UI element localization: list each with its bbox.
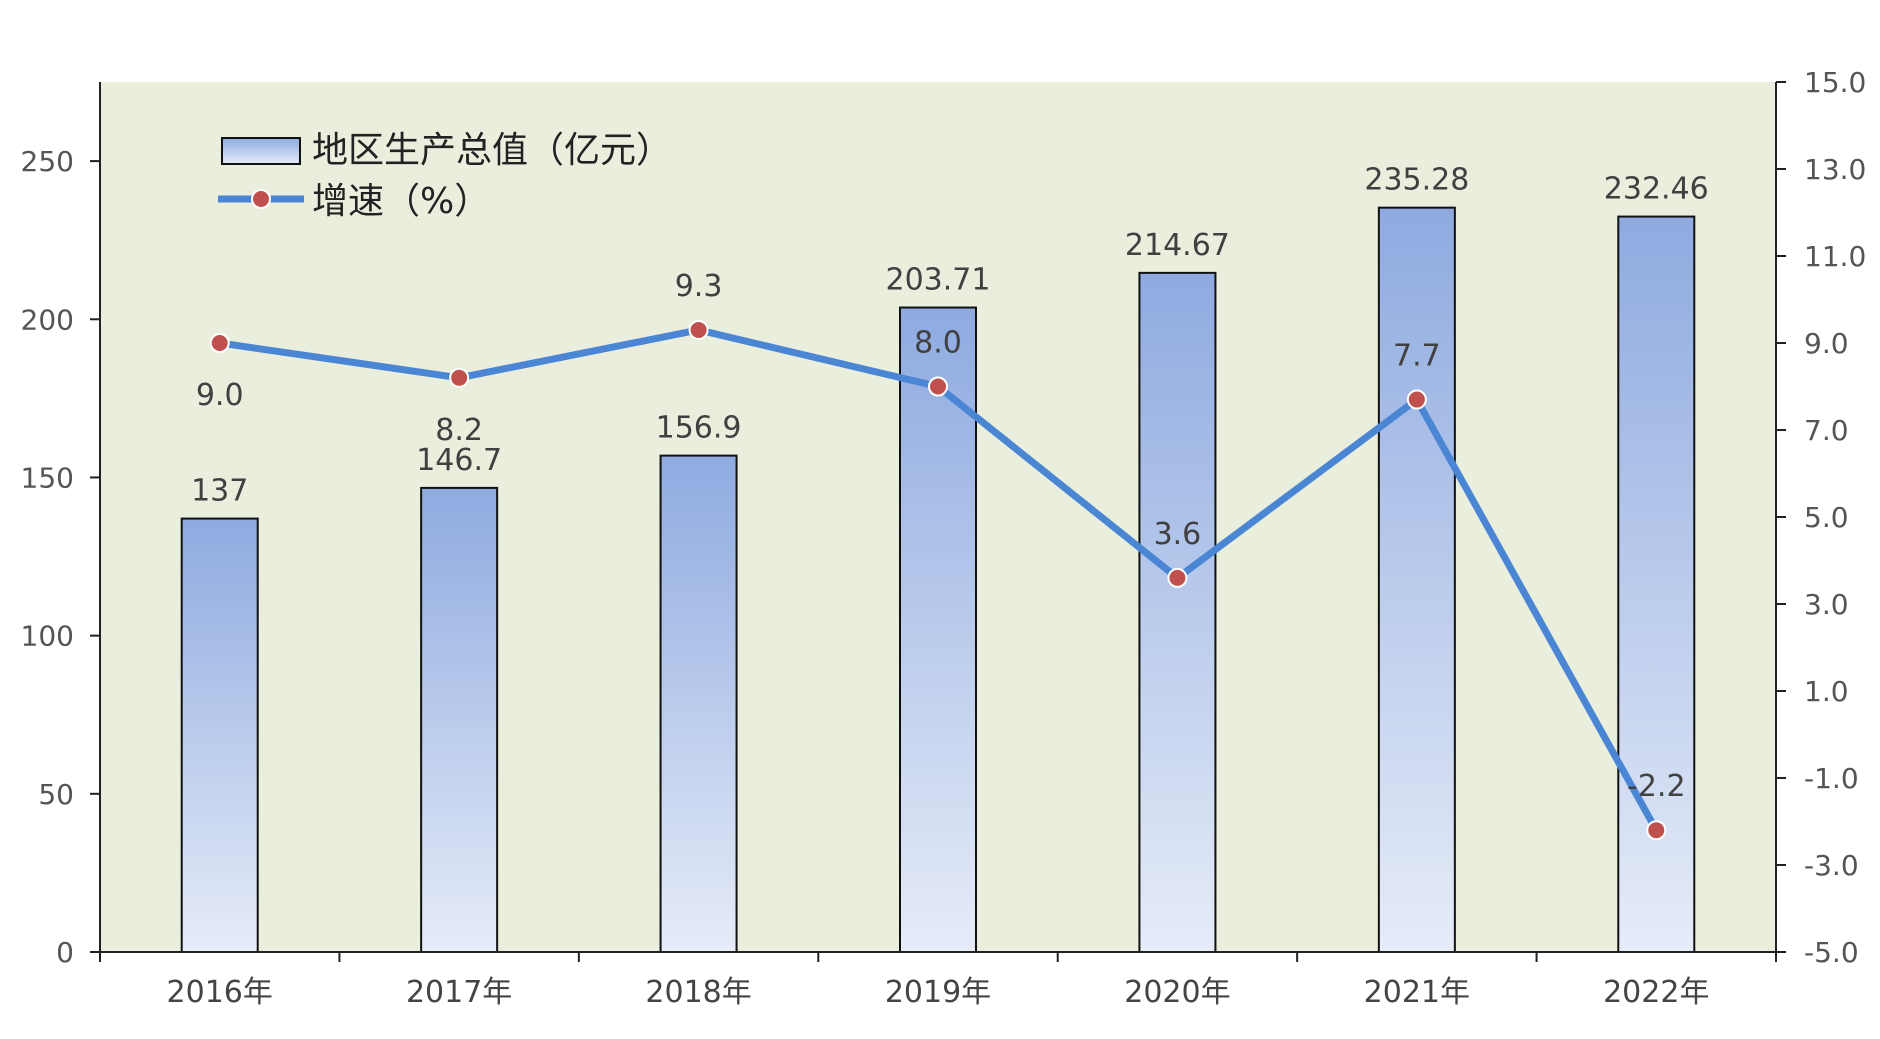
legend: 地区生产总值（亿元） 增速（%） xyxy=(218,130,672,222)
bar-data-label: 146.7 xyxy=(416,443,502,478)
bar-data-label: 156.9 xyxy=(656,411,742,446)
legend-line-marker xyxy=(251,189,271,209)
legend-line-label: 增速（%） xyxy=(312,181,490,222)
right-tick-label: 13.0 xyxy=(1804,153,1866,186)
right-tick-label: 1.0 xyxy=(1804,675,1849,708)
growth-marker xyxy=(1406,389,1427,410)
growth-marker xyxy=(1646,820,1667,841)
bar xyxy=(1377,206,1456,954)
right-tick-label: -5.0 xyxy=(1804,936,1859,969)
legend-bar-swatch xyxy=(221,137,301,165)
bar xyxy=(1617,215,1696,953)
growth-marker xyxy=(209,333,230,353)
bar-data-label: 235.28 xyxy=(1364,163,1469,198)
x-tick-label: 2016年 xyxy=(167,975,273,1010)
left-tick-label: 100 xyxy=(21,620,74,653)
growth-data-label: 7.7 xyxy=(1393,339,1441,374)
labels-layer: 137 146.7 156.9 203.71 214.67 235.28 232.46 9.0… xyxy=(191,163,1709,805)
growth-data-label: 9.3 xyxy=(675,269,723,304)
growth-data-label: 8.0 xyxy=(914,326,962,361)
x-tick-label: 2021年 xyxy=(1364,975,1470,1010)
growth-marker xyxy=(688,319,709,340)
x-tick-label: 2018年 xyxy=(645,975,751,1010)
right-tick-label: 11.0 xyxy=(1804,240,1866,273)
axes-layer: 0 50 100 150 200 250 -5.0 -3.0 -1.0 1.0 3.0 5.0 7.0 9… xyxy=(21,66,1867,1010)
bar xyxy=(420,486,499,953)
x-tick-label: 2019年 xyxy=(885,975,991,1010)
x-tick-label: 2022年 xyxy=(1603,975,1709,1010)
bar xyxy=(1138,271,1217,953)
right-tick-label: 15.0 xyxy=(1804,66,1866,99)
growth-data-label: 9.0 xyxy=(196,378,244,413)
line-layer xyxy=(209,319,1667,841)
bar-data-label: 232.46 xyxy=(1604,172,1709,207)
left-tick-label: 50 xyxy=(38,778,74,811)
x-tick-label: 2017年 xyxy=(406,975,512,1010)
x-tick-label: 2020年 xyxy=(1124,975,1230,1010)
bars-layer xyxy=(180,206,1696,954)
right-tick-label: 3.0 xyxy=(1804,588,1849,621)
growth-data-label: 8.2 xyxy=(435,413,483,448)
left-tick-label: 150 xyxy=(21,461,74,494)
bar-data-label: 203.71 xyxy=(886,263,991,298)
left-tick-label: 0 xyxy=(56,936,74,969)
right-tick-label: 5.0 xyxy=(1804,501,1849,534)
growth-marker xyxy=(449,367,470,388)
legend-bar-label: 地区生产总值（亿元） xyxy=(312,130,672,171)
left-tick-label: 250 xyxy=(21,145,74,178)
growth-data-label: 3.6 xyxy=(1154,517,1202,552)
bar-data-label: 214.67 xyxy=(1125,228,1230,263)
bar xyxy=(659,454,738,953)
growth-marker xyxy=(928,376,948,397)
growth-data-label: -2.2 xyxy=(1627,769,1686,804)
right-tick-label: 7.0 xyxy=(1804,414,1849,447)
right-tick-label: -3.0 xyxy=(1804,849,1859,882)
growth-marker xyxy=(1167,567,1188,588)
right-tick-label: -1.0 xyxy=(1804,762,1859,795)
left-tick-label: 200 xyxy=(21,303,74,336)
bar-data-label: 137 xyxy=(191,474,248,509)
right-tick-label: 9.0 xyxy=(1804,327,1849,360)
bar xyxy=(180,517,259,954)
